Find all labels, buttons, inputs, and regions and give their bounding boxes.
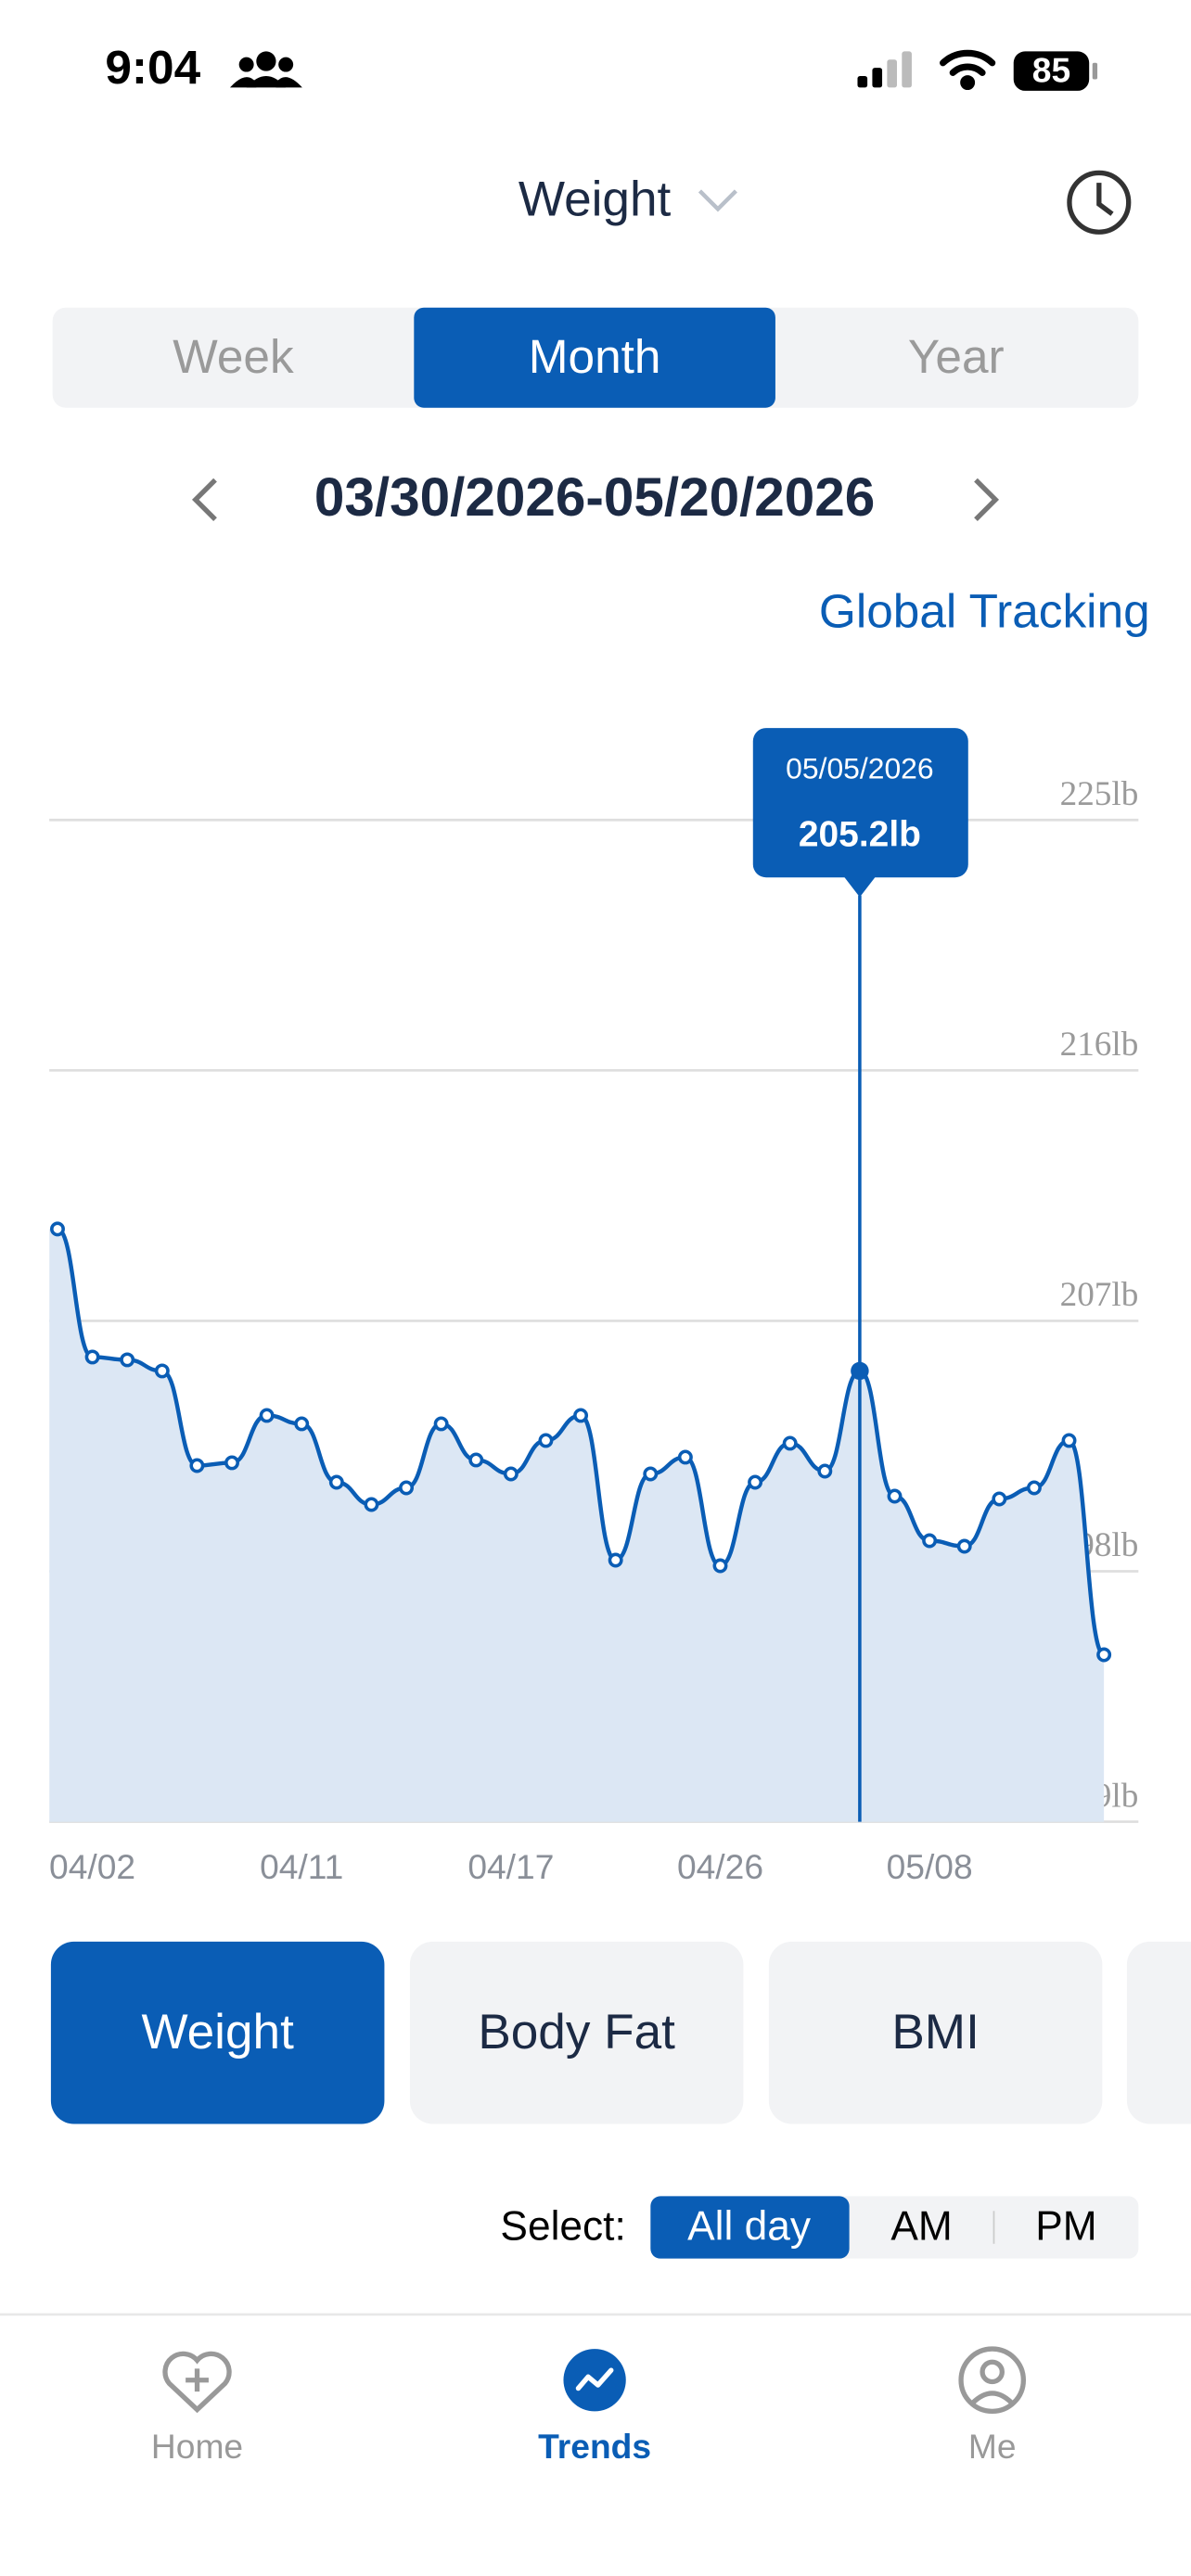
point [433, 1416, 449, 1432]
x-tick-label: 04/26 [677, 1847, 763, 1886]
point [399, 1480, 415, 1496]
point [84, 1349, 100, 1365]
period-tab[interactable]: Month [529, 330, 661, 383]
tooltip-value: 205.2lb [799, 814, 921, 854]
chart: 189lb198lb207lb216lb225lb04/0204/1104/17… [49, 728, 1138, 1886]
metric-tab[interactable] [50, 1941, 385, 2124]
select-option[interactable]: AM [890, 2203, 952, 2249]
metric-tab[interactable] [409, 1941, 744, 2124]
status-time: 9:04 [105, 41, 200, 94]
point [956, 1538, 972, 1554]
point [573, 1408, 589, 1423]
point [328, 1474, 344, 1490]
battery [1013, 51, 1090, 91]
y-tick-label: 216lb [1060, 1026, 1139, 1064]
dropdown-chevron[interactable] [698, 189, 737, 212]
point [120, 1352, 135, 1368]
home-icon[interactable] [162, 2351, 232, 2414]
trends-icon[interactable] [563, 2349, 626, 2412]
global-tracking-link[interactable]: Global Tracking [819, 584, 1150, 637]
point [817, 1463, 833, 1479]
point [468, 1452, 484, 1468]
point [1096, 1647, 1112, 1663]
period-tab-active[interactable] [414, 307, 775, 408]
nav-label[interactable]: Trends [538, 2427, 651, 2466]
point [643, 1466, 659, 1482]
tooltip-box [752, 728, 968, 878]
metric-tab-label[interactable]: Body Fat [478, 2005, 675, 2060]
tooltip-point [851, 1361, 869, 1381]
point [538, 1433, 554, 1448]
y-tick-label: 207lb [1060, 1276, 1139, 1314]
select-option[interactable]: PM [1035, 2203, 1096, 2249]
point [364, 1497, 379, 1512]
point [259, 1408, 275, 1423]
point [50, 1221, 65, 1237]
point [922, 1533, 938, 1549]
point [608, 1552, 623, 1568]
battery-level: 85 [1032, 50, 1070, 89]
select-option[interactable]: All day [687, 2203, 812, 2249]
metric-tab-label[interactable]: BMI [891, 2005, 979, 2060]
period-tab[interactable]: Week [173, 330, 294, 383]
me-icon[interactable] [958, 2346, 1027, 2415]
point [748, 1474, 763, 1490]
select-label: Select: [500, 2203, 625, 2249]
signal-icon [857, 51, 912, 88]
point [1061, 1433, 1077, 1448]
point [712, 1558, 728, 1574]
point [224, 1455, 239, 1471]
point [677, 1449, 693, 1465]
x-tick-label: 04/02 [49, 1847, 135, 1886]
period-tab[interactable]: Year [908, 330, 1005, 383]
people-icon [229, 51, 302, 88]
select-active[interactable] [650, 2196, 850, 2259]
point [154, 1363, 170, 1379]
header-title[interactable]: Weight [519, 172, 672, 226]
tooltip-pointer [843, 875, 877, 898]
point [782, 1435, 798, 1451]
y-tick-label: 225lb [1060, 775, 1139, 813]
point [992, 1491, 1007, 1507]
tooltip-date: 05/05/2026 [786, 752, 933, 785]
nav-label[interactable]: Me [968, 2427, 1017, 2466]
area [49, 1229, 1105, 1822]
point [189, 1458, 205, 1473]
metric-tab-label[interactable]: Weight [141, 2005, 294, 2060]
date-range: 03/30/2026-05/20/2026 [314, 467, 875, 528]
x-tick-label: 04/11 [260, 1847, 343, 1886]
metric-tab[interactable] [768, 1941, 1103, 2124]
x-tick-label: 05/08 [887, 1847, 973, 1886]
x-tick-label: 04/17 [467, 1847, 554, 1886]
prev-arrow[interactable] [191, 478, 217, 522]
battery-tip [1092, 62, 1098, 80]
wifi-icon [940, 49, 996, 91]
point [887, 1488, 903, 1504]
point [1026, 1480, 1042, 1496]
next-arrow[interactable] [974, 478, 1000, 522]
point [503, 1466, 519, 1482]
history-icon[interactable] [1067, 170, 1132, 235]
metric-tab-overflow[interactable] [1126, 1941, 1191, 2124]
nav-label[interactable]: Home [151, 2427, 243, 2466]
point [294, 1416, 310, 1432]
